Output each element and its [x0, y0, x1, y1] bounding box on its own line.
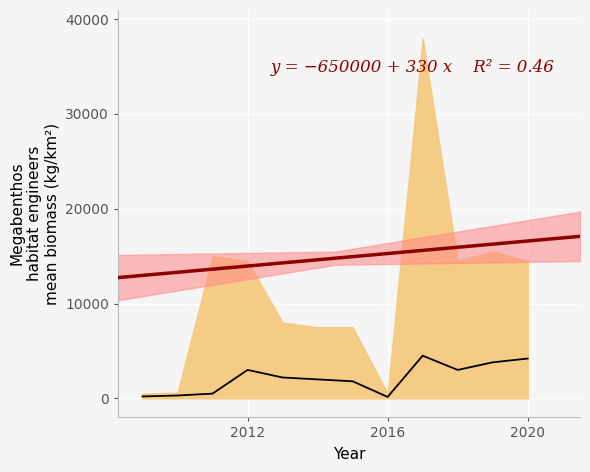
Y-axis label: Megabenthos
habitat engineers
mean biomass (kg/km²): Megabenthos habitat engineers mean bioma… [9, 122, 60, 304]
X-axis label: Year: Year [333, 447, 365, 462]
Text: y = −650000 + 330 x    R² = 0.46: y = −650000 + 330 x R² = 0.46 [271, 59, 555, 76]
